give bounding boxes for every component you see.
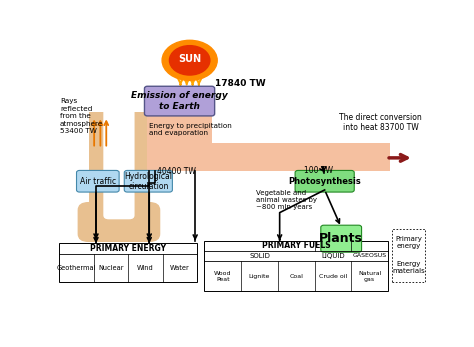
Text: 40400 TW: 40400 TW: [157, 167, 196, 176]
Text: Wood
Peat: Wood Peat: [214, 271, 231, 282]
Bar: [129, 112, 149, 215]
Bar: [147, 114, 212, 171]
Text: GASEOSUS: GASEOSUS: [353, 253, 387, 259]
Text: Energy
materials: Energy materials: [392, 261, 425, 274]
Text: Energy to precipitation
and evaporation: Energy to precipitation and evaporation: [149, 123, 232, 136]
Text: Nuclear: Nuclear: [98, 265, 124, 271]
Bar: [204, 241, 388, 291]
Text: Rays
reflected
from the
atmosphere
53400 TW: Rays reflected from the atmosphere 53400…: [60, 99, 103, 134]
Bar: [89, 112, 109, 215]
FancyBboxPatch shape: [145, 86, 215, 116]
Text: Wind: Wind: [137, 265, 154, 271]
FancyBboxPatch shape: [78, 202, 160, 242]
Bar: [212, 114, 454, 143]
Text: Primary
energy: Primary energy: [395, 236, 422, 248]
Text: 17840 TW: 17840 TW: [215, 78, 266, 87]
Bar: [147, 114, 390, 171]
Text: 100 TW: 100 TW: [303, 166, 333, 175]
Text: Water: Water: [170, 265, 190, 271]
Text: The direct conversion
into heat 83700 TW: The direct conversion into heat 83700 TW: [339, 113, 422, 133]
FancyBboxPatch shape: [76, 170, 119, 192]
Bar: [59, 243, 197, 282]
Text: PRIMARY FUELS: PRIMARY FUELS: [262, 241, 330, 250]
Text: Vegetable and
animal wastes by
~800 mln years: Vegetable and animal wastes by ~800 mln …: [256, 190, 317, 210]
FancyBboxPatch shape: [103, 95, 135, 219]
Text: SOLID: SOLID: [249, 253, 270, 259]
Text: Air traffic: Air traffic: [80, 177, 116, 186]
Text: Natural
gas: Natural gas: [358, 271, 382, 282]
Text: Geothermal: Geothermal: [57, 265, 96, 271]
Text: PRIMARY ENERGY: PRIMARY ENERGY: [90, 244, 166, 253]
Bar: [147, 143, 390, 171]
Text: Emission of energy
to Earth: Emission of energy to Earth: [131, 91, 228, 111]
Circle shape: [162, 40, 217, 81]
Circle shape: [170, 46, 210, 75]
Text: Photosynthesis: Photosynthesis: [288, 177, 361, 186]
Text: Hydrological
circulation: Hydrological circulation: [124, 171, 173, 191]
Text: Lignite: Lignite: [249, 274, 270, 279]
FancyBboxPatch shape: [124, 170, 173, 192]
Text: SUN: SUN: [178, 54, 201, 64]
Text: LIQUID: LIQUID: [321, 253, 345, 259]
Bar: [392, 229, 426, 282]
Text: Plants: Plants: [319, 232, 363, 245]
FancyBboxPatch shape: [295, 170, 354, 192]
Text: Coal: Coal: [289, 274, 303, 279]
FancyBboxPatch shape: [321, 225, 362, 252]
Text: Crude oil: Crude oil: [319, 274, 347, 279]
